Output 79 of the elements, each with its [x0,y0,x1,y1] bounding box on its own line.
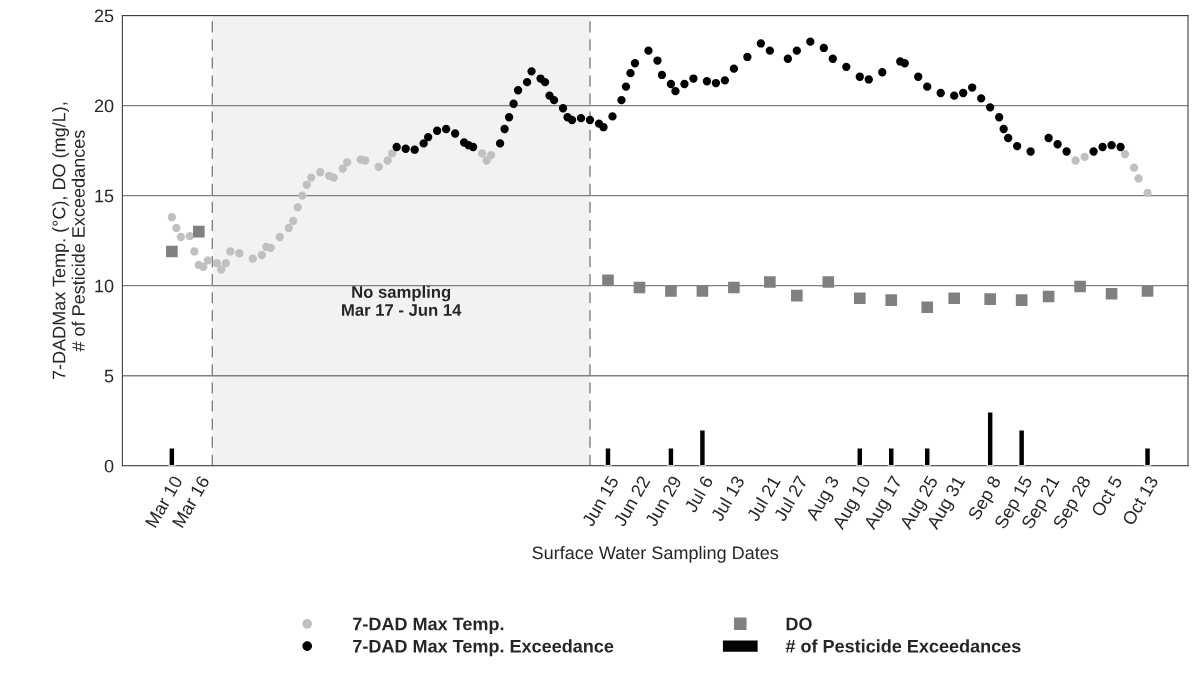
y-tick-label: 25 [94,9,114,23]
point [921,301,934,314]
point [1129,163,1139,172]
bar [923,447,931,466]
point [217,265,226,274]
y-tick-label: 20 [94,99,114,113]
y-tick-label: 5 [104,369,114,383]
point [343,158,352,167]
point [221,258,230,268]
point [235,249,244,258]
point [1120,150,1130,159]
point [172,223,181,233]
point [338,164,347,173]
y-tick-label: 15 [95,189,114,203]
point [226,247,235,256]
legend-label: 7-DAD Max Temp. [353,617,504,634]
point [248,254,257,263]
point [1105,287,1118,300]
point [284,223,293,233]
point [212,258,221,268]
bar [856,447,864,466]
point [791,289,803,302]
point [176,232,186,242]
point [1071,156,1080,165]
point [190,247,199,256]
x-axis-title: Surface Water Sampling Dates [532,545,779,563]
bar [698,429,707,466]
x-tick-label: Oct 5 [1090,474,1123,518]
point [329,173,338,182]
x-tick-label: Oct 13 [1121,475,1159,527]
bar [887,447,895,466]
point [728,281,740,294]
y-axis-title: 7-DADMax Temp. (°C), DO (mg/L), # of Pesticide Exceedances [52,102,85,380]
y-tick-label: 10 [95,279,114,293]
point [298,191,307,200]
point [167,213,177,222]
legend-label: DO [786,617,812,631]
bar [604,447,612,466]
bar [1018,429,1026,466]
point [764,276,776,288]
point [486,150,496,160]
bar [168,447,176,466]
point [199,262,208,271]
point [316,168,325,177]
point [388,149,397,158]
point [1143,188,1152,198]
point [948,292,961,305]
legend-label: 7-DAD Max Temp. Exceedance [353,639,614,657]
point [307,173,316,182]
point [1141,285,1154,297]
point [665,285,677,297]
point [361,156,370,165]
point [633,281,646,294]
legend-label: # of Pesticide Exceedances [785,639,1021,653]
point [696,285,709,297]
point [193,225,205,238]
point [374,162,383,171]
point [477,149,487,158]
point [257,250,266,260]
bar [667,447,675,466]
point [1074,280,1086,293]
point [1042,290,1055,303]
point [885,294,898,306]
point [822,276,835,288]
point [293,203,302,212]
bar [1143,447,1152,466]
point [984,293,996,305]
point [302,180,311,189]
point [853,292,866,305]
point [383,156,392,165]
bar [986,411,994,466]
point [203,256,212,265]
point [275,232,284,242]
point [166,245,178,258]
band-label: No sampling Mar 17 - Jun 14 [342,285,462,316]
y-tick-label: 0 [104,459,114,473]
point [1015,294,1028,306]
point [1080,152,1089,162]
point [289,216,298,225]
